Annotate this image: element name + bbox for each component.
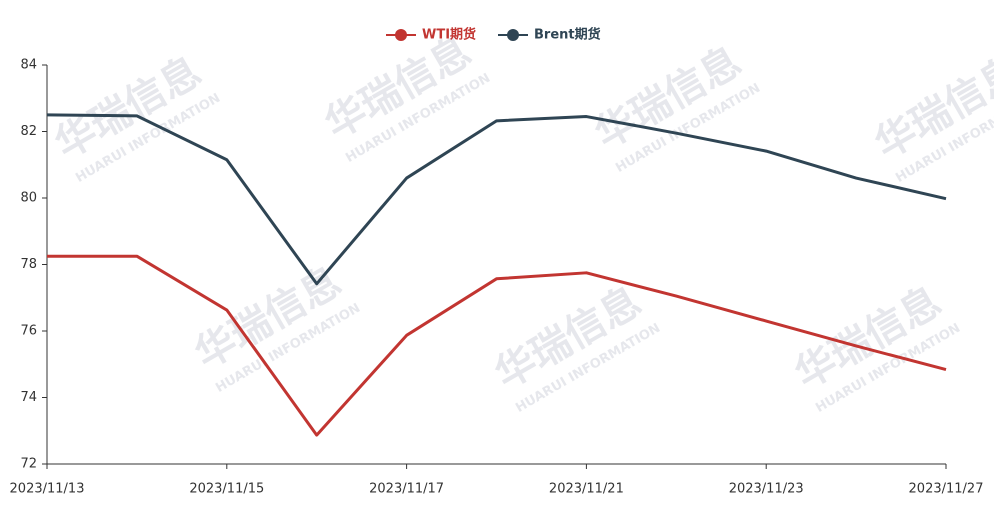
legend-label: WTI期货 <box>422 27 476 43</box>
legend-label: Brent期货 <box>534 27 601 43</box>
series-line <box>47 254 947 437</box>
x-tick-label: 2023/11/13 <box>10 482 85 497</box>
y-tick-label: 82 <box>20 124 37 139</box>
y-tick-label: 78 <box>20 257 37 272</box>
x-tick-label: 2023/11/15 <box>189 482 264 497</box>
x-tick-label: 2023/11/23 <box>729 482 804 497</box>
x-tick-label: 2023/11/27 <box>909 482 984 497</box>
y-tick-label: 72 <box>20 457 37 472</box>
legend-marker <box>395 29 407 41</box>
x-tick-label: 2023/11/17 <box>369 482 444 497</box>
series-line <box>46 113 947 286</box>
y-tick-label: 84 <box>20 58 37 73</box>
y-tick-label: 80 <box>20 191 37 206</box>
y-tick-label: 76 <box>20 324 37 339</box>
legend-marker <box>507 29 519 41</box>
y-tick-label: 74 <box>20 390 37 405</box>
x-tick-label: 2023/11/21 <box>549 482 624 497</box>
